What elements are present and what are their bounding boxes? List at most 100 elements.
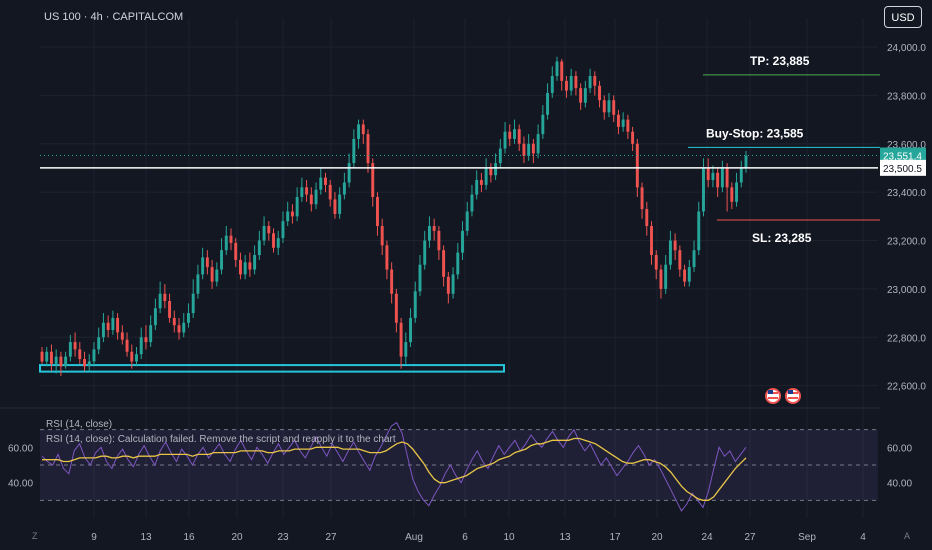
- time-tick-label: 4: [860, 532, 866, 543]
- candle-body: [461, 230, 464, 253]
- candle-body: [187, 313, 190, 323]
- price-axis[interactable]: 24,000.0 23,800.0 23,600.0 23,400.0 23,200.0…: [880, 43, 926, 393]
- price-tick-label: 24,000.0: [887, 43, 926, 54]
- event-flags[interactable]: [765, 388, 801, 404]
- candle-body: [106, 322, 110, 331]
- candle-body: [257, 240, 261, 256]
- timezone-corner[interactable]: Z: [32, 531, 38, 541]
- time-tick-label: 20: [231, 532, 243, 543]
- candle-body: [470, 194, 474, 212]
- time-axis[interactable]: 9 13 16 20 23 27 Aug 6 10 13 17 20 24 27 Sep 4: [91, 532, 866, 543]
- us-flag-icon[interactable]: [785, 388, 801, 404]
- candle-body: [64, 356, 68, 367]
- candle-body: [224, 235, 228, 251]
- candle-body: [607, 100, 611, 113]
- rsi-tick-label-left: 60.00: [8, 443, 33, 454]
- candle-body: [68, 342, 72, 357]
- candle-body: [92, 349, 96, 362]
- trade-level-label: TP: 23,885: [750, 54, 810, 68]
- candle-body: [579, 88, 583, 103]
- candle-body: [583, 88, 587, 103]
- candle-body: [371, 163, 375, 197]
- rsi-line: [41, 421, 747, 512]
- candle-body: [357, 124, 361, 139]
- candle-body: [564, 80, 568, 91]
- candle-body: [702, 167, 705, 212]
- candle-body: [673, 240, 677, 251]
- time-tick-label: 17: [609, 532, 621, 543]
- candle-body: [678, 250, 682, 270]
- candle-body: [281, 221, 285, 239]
- price-tick-label: 22,600.0: [887, 382, 926, 393]
- candle-body: [130, 351, 134, 362]
- candle-body: [683, 269, 687, 282]
- candle-body: [87, 361, 91, 367]
- level-price-badge: 23,500.5: [883, 164, 922, 175]
- candle-body: [635, 143, 639, 188]
- candle-body: [517, 129, 521, 144]
- candle-body: [139, 337, 143, 355]
- candle-body: [229, 235, 233, 243]
- candle-body: [631, 131, 635, 144]
- candle-body: [248, 262, 252, 270]
- candle-body: [295, 196, 299, 217]
- price-tick-label: 23,200.0: [887, 237, 926, 248]
- candle-body: [135, 354, 138, 362]
- candle-body: [739, 167, 743, 183]
- candle-body: [45, 351, 49, 362]
- rsi-error-message: RSI (14, close): Calculation failed. Rem…: [46, 434, 396, 445]
- rsi-ma-line: [42, 437, 747, 501]
- current-price-badge: 23,551.4: [883, 152, 922, 163]
- time-tick-label: 24: [701, 532, 713, 543]
- candle-body: [437, 230, 441, 251]
- currency-button[interactable]: USD: [884, 6, 922, 28]
- candle-body: [385, 245, 389, 270]
- candle-body: [645, 209, 649, 227]
- chart-grid: [40, 18, 878, 518]
- trade-level-label: Buy-Stop: 23,585: [706, 126, 804, 140]
- time-tick-label: 20: [651, 532, 663, 543]
- time-tick-label: 23: [277, 532, 289, 543]
- candle-body: [465, 211, 469, 231]
- time-tick-label: 6: [462, 532, 468, 543]
- candle-body: [191, 293, 195, 314]
- candle-body: [711, 172, 715, 181]
- time-tick-label: 10: [503, 532, 515, 543]
- candle-body: [546, 92, 550, 115]
- candle-body: [333, 199, 337, 214]
- candle-body: [201, 257, 205, 275]
- candle-body: [290, 211, 294, 217]
- candle-body: [744, 155, 748, 168]
- candle-body: [479, 180, 483, 185]
- candle-body: [73, 342, 77, 350]
- flag-stripe: [768, 397, 778, 399]
- time-tick-label: 16: [183, 532, 195, 543]
- candle-body: [125, 339, 129, 352]
- candle-body: [475, 180, 479, 195]
- candle-body: [267, 226, 271, 234]
- candle-body: [527, 143, 531, 156]
- candle-body: [432, 226, 436, 231]
- candle-body: [409, 317, 413, 343]
- candle-body: [541, 114, 545, 135]
- candle-body: [536, 134, 540, 154]
- candle-body: [196, 274, 200, 294]
- support-zone: [39, 364, 505, 373]
- us-flag-icon[interactable]: [765, 388, 781, 404]
- candles: [40, 56, 748, 376]
- rsi-label: RSI (14, close): [46, 419, 113, 430]
- candle-body: [494, 163, 498, 176]
- candle-body: [97, 337, 101, 350]
- auto-scale-button[interactable]: A: [904, 531, 911, 541]
- candle-body: [716, 172, 720, 188]
- candle-body: [380, 226, 384, 246]
- candle-body: [569, 76, 573, 91]
- candle-body: [390, 269, 394, 294]
- candle-body: [59, 356, 63, 367]
- candle-body: [687, 267, 691, 282]
- candle-body: [54, 356, 58, 364]
- candle-body: [177, 325, 181, 333]
- candle-body: [451, 274, 455, 294]
- candle-body: [602, 100, 606, 113]
